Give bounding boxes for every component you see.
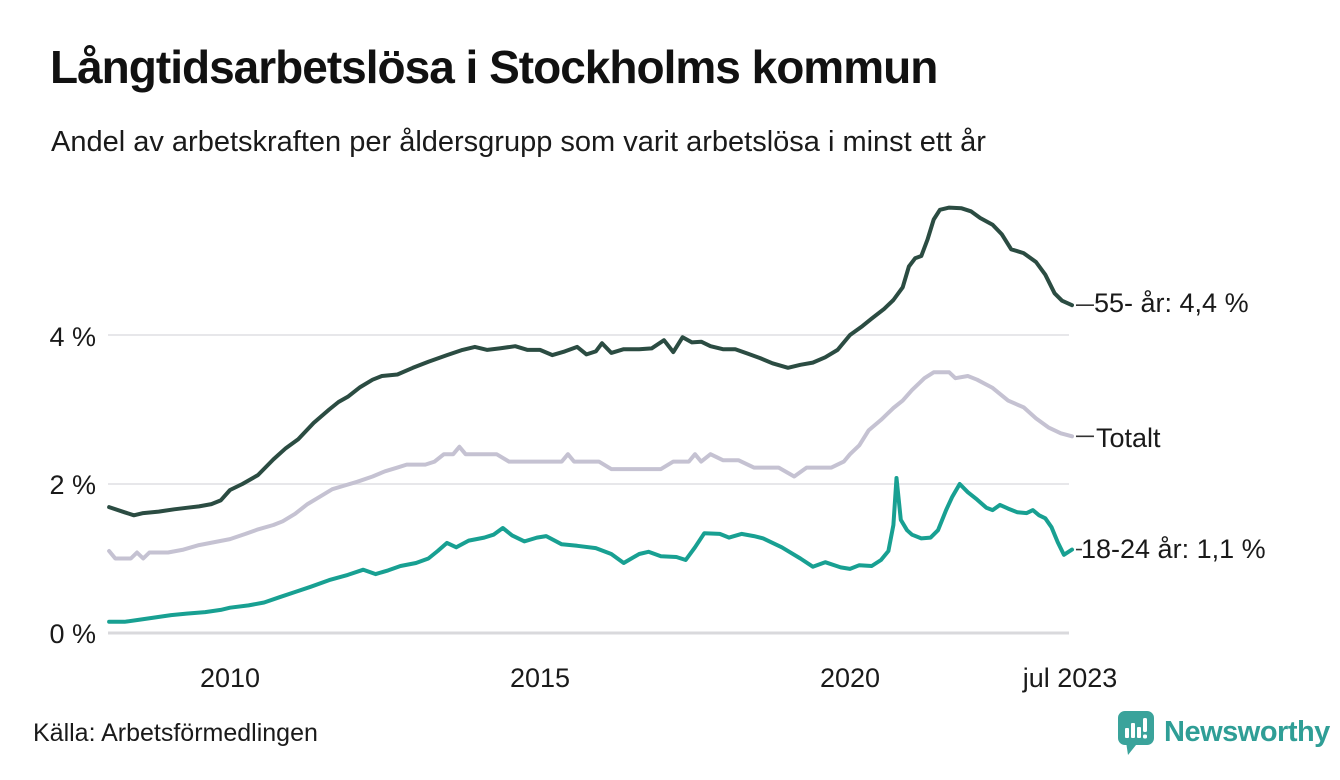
x-axis-tick-2015: 2015 [509, 663, 571, 693]
newsworthy-chart-bubble-icon [1118, 711, 1154, 755]
y-axis-tick-4: 4 % [49, 322, 96, 352]
series-label-total: Totalt [1096, 423, 1161, 453]
source-credit: Källa: Arbetsförmedlingen [33, 719, 318, 747]
chart-subtitle: Andel av arbetskraften per åldersgrupp s… [51, 126, 986, 158]
x-axis-tick-2020: 2020 [819, 663, 881, 693]
series-label-55-plus: 55- år: 4,4 % [1094, 288, 1249, 318]
y-axis-tick-0: 0 % [49, 619, 96, 649]
page-title: Långtidsarbetslösa i Stockholms kommun [50, 41, 938, 93]
brand-wordmark: Newsworthy [1164, 716, 1330, 748]
x-axis-tick-jul-2023: jul 2023 [1022, 663, 1118, 693]
brand-logo: Newsworthy [1117, 710, 1330, 756]
y-axis-tick-2: 2 % [49, 470, 96, 500]
x-axis-tick-2010: 2010 [199, 663, 261, 693]
series-label-18-24: 18-24 år: 1,1 % [1081, 534, 1266, 564]
